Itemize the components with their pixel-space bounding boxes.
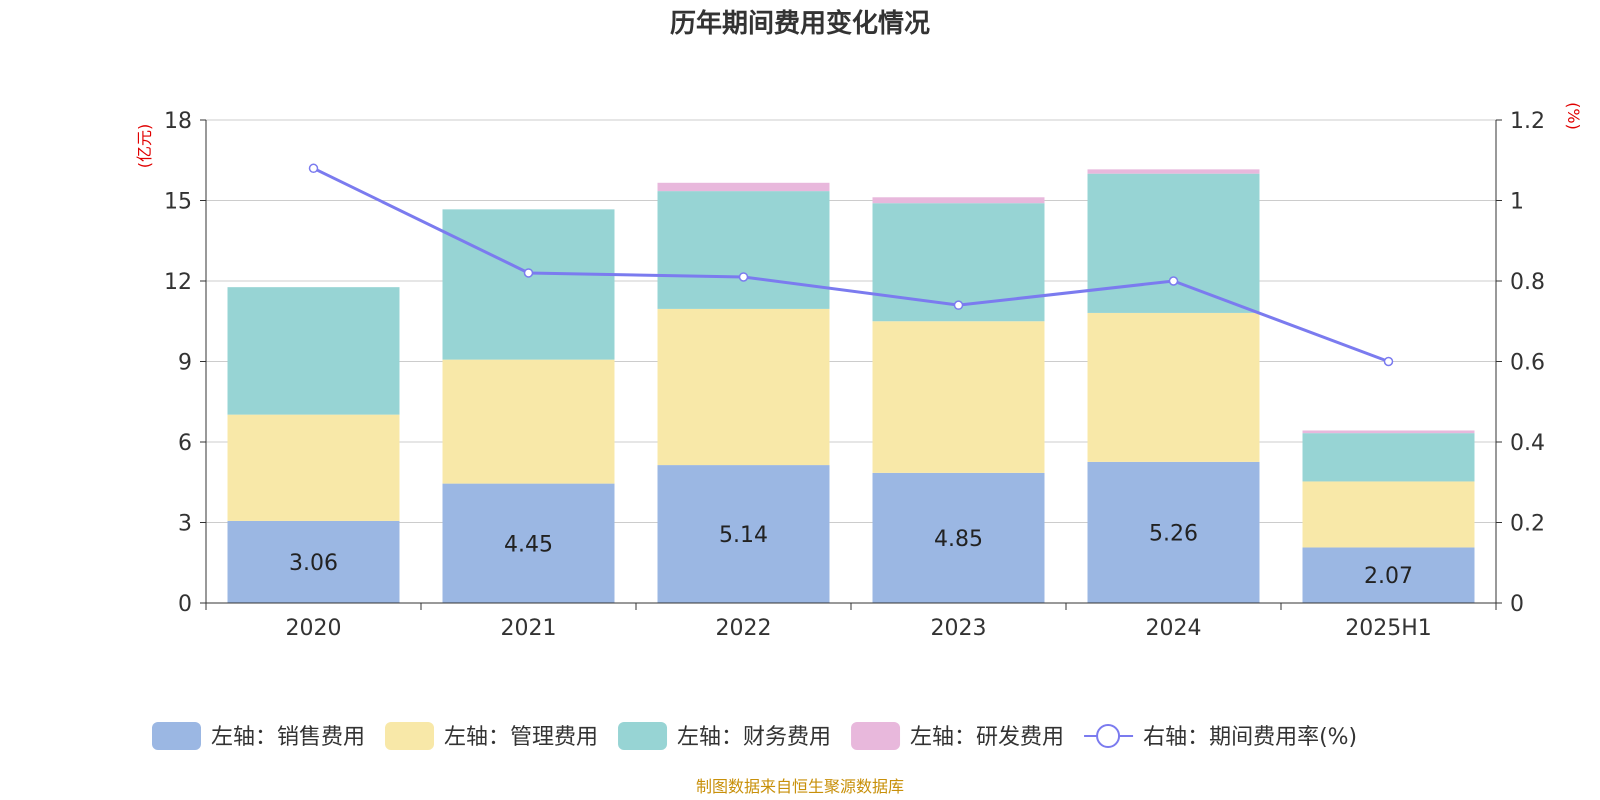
bar-segment (442, 483, 615, 603)
legend-line-marker (1096, 724, 1121, 748)
rate-point (523, 268, 534, 278)
bar-value-label: 5.14 (719, 523, 768, 548)
bar-segment (657, 182, 830, 192)
legend-label: 左轴：销售费用 (211, 725, 365, 750)
rate-point (738, 272, 749, 282)
left-tick-label: 6 (178, 431, 192, 456)
bar-segment (872, 197, 1045, 204)
x-tick-label: 2025H1 (1345, 616, 1432, 641)
legend-label: 右轴：期间费用率(%) (1143, 725, 1357, 750)
bar-labels: 3.06 4.45 5.14 4.85 5.26 2.07 (289, 521, 1413, 589)
bar-segment (442, 359, 615, 484)
legend: 左轴：销售费用 左轴：管理费用 左轴：财务费用 左轴：研发费用 右轴：期间费用率(%) (152, 722, 1357, 750)
bar-segment (1302, 547, 1475, 603)
left-tick-label: 0 (178, 592, 192, 617)
bars (227, 169, 1475, 603)
x-tick-label: 2023 (931, 616, 987, 641)
bar-segment (1302, 433, 1475, 482)
bar-segment (227, 520, 400, 603)
bar-segment (657, 465, 830, 603)
legend-label: 左轴：管理费用 (444, 725, 598, 750)
chart-title: 历年期间费用变化情况 (670, 8, 930, 39)
legend-label: 左轴：财务费用 (677, 725, 831, 750)
rate-point (1383, 356, 1394, 367)
rate-point (308, 163, 319, 174)
grid-lines (206, 119, 1496, 523)
rate-point (953, 300, 964, 310)
bar-value-label: 4.85 (934, 527, 983, 552)
rate-line-path (312, 166, 1390, 363)
bar-value-label: 3.06 (289, 551, 338, 576)
bar-value-label: 4.45 (504, 532, 553, 557)
right-tick-label: 0.4 (1510, 431, 1545, 456)
bar-segment (227, 414, 400, 521)
left-tick-label: 3 (178, 512, 192, 537)
right-axis-ticks: 0 0.2 0.4 0.6 0.8 1 1.2 (1496, 109, 1545, 617)
left-tick-label: 12 (164, 270, 192, 295)
legend-swatch (851, 722, 901, 750)
rate-point (1168, 276, 1179, 286)
bar-segment (872, 321, 1045, 473)
legend-swatch (385, 722, 435, 750)
legend-label: 左轴：研发费用 (910, 725, 1064, 750)
legend-swatch (152, 722, 201, 750)
bar-segment (1302, 481, 1475, 548)
x-tick-label: 2020 (286, 616, 342, 641)
rate-line (308, 163, 1394, 367)
bar-segment (657, 191, 830, 309)
left-tick-label: 15 (164, 190, 192, 215)
bar-segment (657, 308, 830, 466)
bar-segment (442, 209, 615, 360)
right-tick-label: 1.2 (1510, 109, 1545, 134)
left-axis-ticks: 0 3 6 9 12 15 18 (164, 109, 206, 617)
legend-swatch (618, 722, 668, 750)
x-tick-label: 2022 (716, 616, 772, 641)
bar-value-label: 2.07 (1364, 564, 1413, 589)
bar-value-label: 5.26 (1149, 521, 1198, 546)
left-tick-label: 9 (178, 351, 192, 376)
x-axis-ticks: 2020 2021 2022 2023 2024 2025H1 (205, 603, 1497, 641)
bar-segment (1087, 461, 1260, 603)
right-tick-label: 0.8 (1510, 270, 1545, 295)
source-note: 制图数据来自恒生聚源数据库 (696, 777, 904, 796)
right-tick-label: 1 (1510, 190, 1524, 215)
bar-segment (1087, 173, 1260, 313)
bar-segment (227, 287, 400, 415)
bar-segment (1302, 430, 1475, 434)
bar-segment (872, 472, 1045, 603)
bar-segment (1087, 312, 1260, 462)
x-tick-label: 2021 (501, 616, 557, 641)
left-axis-unit: (亿元) (135, 124, 154, 169)
x-tick-label: 2024 (1146, 616, 1202, 641)
right-tick-label: 0.6 (1510, 351, 1545, 376)
bar-segment (1087, 169, 1260, 174)
left-tick-label: 18 (164, 109, 192, 134)
right-tick-label: 0 (1510, 592, 1524, 617)
right-tick-label: 0.2 (1510, 512, 1545, 537)
right-axis-unit: (%) (1564, 102, 1583, 130)
